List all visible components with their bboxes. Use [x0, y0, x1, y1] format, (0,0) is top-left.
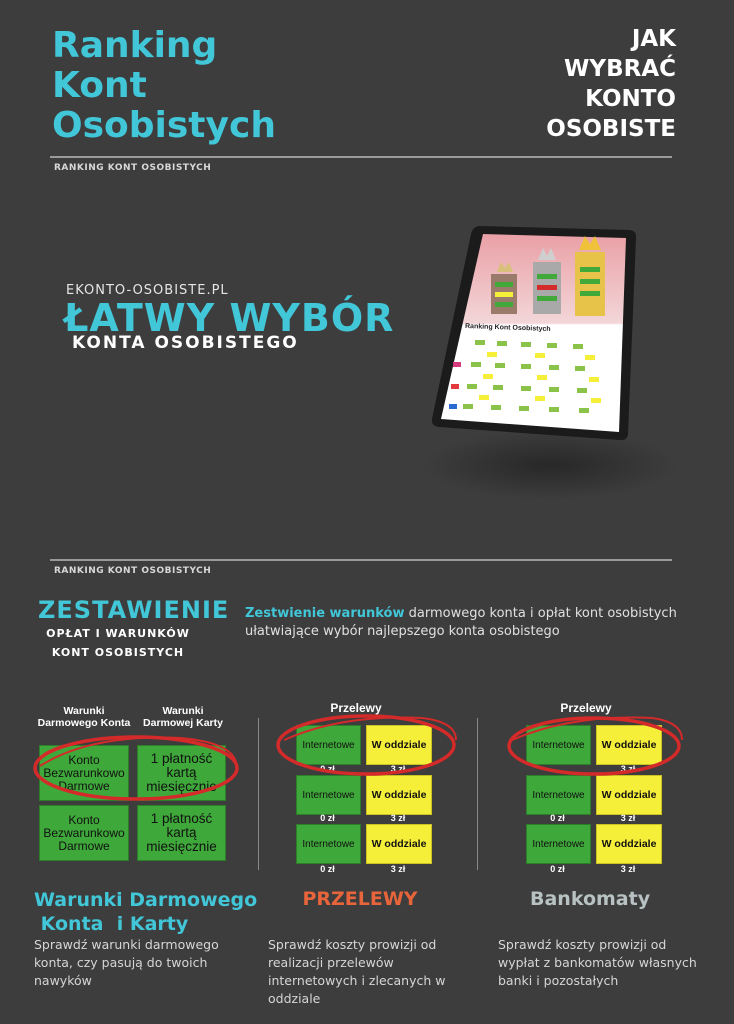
col3-price-branch: 3 zł — [620, 813, 636, 823]
section-subtitle: OPŁAT I WARUNKÓW KONT OSOBISTYCH — [28, 624, 208, 662]
page-title: Ranking Kont Osobistych — [52, 26, 332, 146]
col3-box-branch: W oddziale — [596, 775, 662, 815]
col2-box-branch: W oddziale — [366, 775, 432, 815]
title-line: Ranking — [52, 25, 218, 66]
col2-box-online: Internetowe — [296, 824, 361, 864]
title-line: Kont — [52, 65, 147, 106]
tablet-shadow — [420, 430, 680, 500]
col2-price-branch: 3 zł — [390, 813, 406, 823]
highlight-circle — [33, 735, 239, 801]
col1-title: Warunki Darmowego Konta i Karty — [34, 888, 264, 936]
col2-price-online: 0 zł — [320, 864, 335, 874]
col3-box-branch: W oddziale — [596, 824, 662, 864]
col2-box-online: Internetowe — [296, 775, 361, 815]
col2-price-branch: 3 zł — [390, 764, 406, 774]
section-label: RANKING KONT OSOBISTYCH — [54, 566, 212, 576]
header-divider — [50, 156, 672, 158]
hero-subline: KONTA OSOBISTEGO — [72, 333, 299, 353]
tablet-illustration: Ranking Kont Osobistych — [431, 226, 637, 441]
col1-header-left: Warunki Darmowego Konta — [37, 705, 131, 729]
col3-box-online: Internetowe — [526, 824, 591, 864]
subtitle-line: JAK — [631, 26, 676, 52]
col2-text: Sprawdź koszty prowizji od realizacji pr… — [268, 937, 446, 1006]
section-description-text: darmowego konta i opłat kont osobistych … — [245, 606, 677, 639]
column-divider — [258, 718, 259, 870]
section-subtitle-line: OPŁAT I WARUNKÓW — [46, 627, 190, 640]
section-subtitle-line: KONT OSOBISTYCH — [51, 646, 185, 659]
col3-title: Bankomaty — [530, 888, 651, 910]
highlight-circle — [276, 714, 457, 776]
site-url: EKONTO-OSOBISTE.PL — [66, 283, 229, 298]
page-subtitle: JAK WYBRAĆ KONTO OSOBISTE — [476, 24, 676, 144]
col1-box-left: Konto Bezwarunkowo Darmowe — [39, 745, 129, 801]
col1-text: Sprawdź warunki darmowego konta, czy pas… — [34, 937, 219, 988]
header-label: RANKING KONT OSOBISTYCH — [54, 163, 212, 173]
subtitle-line: OSOBISTE — [546, 116, 676, 142]
title-line: Osobistych — [52, 105, 276, 146]
column-divider — [477, 718, 478, 870]
col2-price-online: 0 zł — [320, 813, 335, 823]
section-title: ZESTAWIENIE — [38, 596, 230, 624]
col3-price-branch: 3 zł — [620, 864, 636, 874]
col3-text: Sprawdź koszty prowizji od wypłat z bank… — [498, 937, 697, 988]
col2-price-online: 0 zł — [320, 764, 335, 774]
col2-box-branch: W oddziale — [366, 824, 432, 864]
col3-header: Przelewy — [560, 701, 612, 715]
subtitle-line: WYBRAĆ — [564, 56, 676, 82]
col3-price-online: 0 zł — [550, 864, 565, 874]
section-description: Zestwienie warunków darmowego konta i op… — [245, 605, 685, 641]
section-divider — [50, 559, 672, 561]
col3-box-branch: W oddziale — [596, 725, 662, 765]
col1-title-line: Warunki Darmowego — [34, 889, 258, 911]
col1-box-right: 1 płatność kartą miesięcznie — [137, 805, 226, 861]
col1-box-right: 1 płatność kartą miesięcznie — [137, 745, 226, 801]
col2-header: Przelewy — [330, 701, 382, 715]
col2-box-branch: W oddziale — [366, 725, 432, 765]
col3-box-online: Internetowe — [526, 775, 591, 815]
col3-price-online: 0 zł — [550, 813, 565, 823]
col2-price-branch: 3 zł — [390, 864, 406, 874]
tablet-title: Ranking Kont Osobistych — [465, 323, 551, 333]
col1-box-left: Konto Bezwarunkowo Darmowe — [39, 805, 129, 861]
col2-title: PRZELEWY — [302, 888, 418, 910]
section-description-highlight: Zestwienie warunków — [245, 606, 405, 621]
col3-price-branch: 3 zł — [620, 764, 636, 774]
col1-title-line: Konta i Karty — [34, 913, 189, 935]
highlight-circle — [507, 716, 683, 776]
hero-headline: ŁATWY WYBÓR — [64, 296, 395, 340]
col1-header-right: Warunki Darmowej Karty — [143, 705, 223, 729]
subtitle-line: KONTO — [585, 86, 676, 112]
